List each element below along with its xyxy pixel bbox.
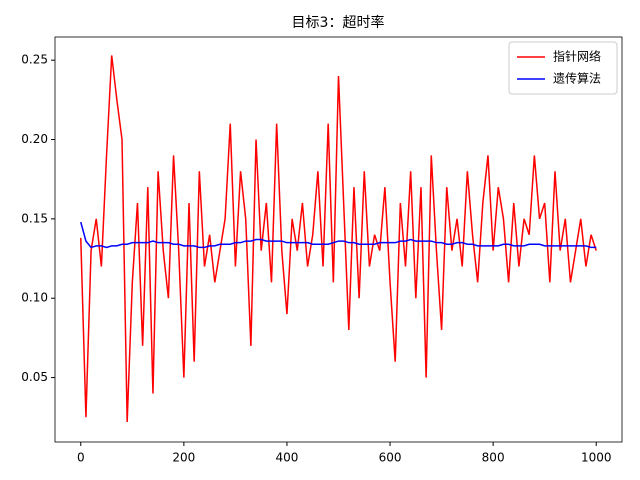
y-tick-label: 0.10 <box>21 291 48 305</box>
x-tick-label: 0 <box>77 451 85 465</box>
series-line <box>80 55 597 423</box>
x-tick-label: 400 <box>276 451 299 465</box>
y-tick-label: 0.15 <box>21 211 48 225</box>
legend-label: 指针网络 <box>553 49 601 64</box>
x-tick-label: 600 <box>379 451 402 465</box>
y-tick-label: 0.20 <box>21 132 48 146</box>
y-tick-label: 0.05 <box>21 370 48 384</box>
chart-title: 目标3：超时率 <box>292 14 385 31</box>
x-tick-label: 800 <box>482 451 505 465</box>
y-tick-label: 0.25 <box>21 53 48 67</box>
x-tick-label: 1000 <box>581 451 612 465</box>
series-line <box>80 221 597 249</box>
x-tick-label: 200 <box>172 451 195 465</box>
legend-box <box>508 41 618 95</box>
plot-frame <box>54 36 623 443</box>
legend-label: 遗传算法 <box>553 71 601 86</box>
